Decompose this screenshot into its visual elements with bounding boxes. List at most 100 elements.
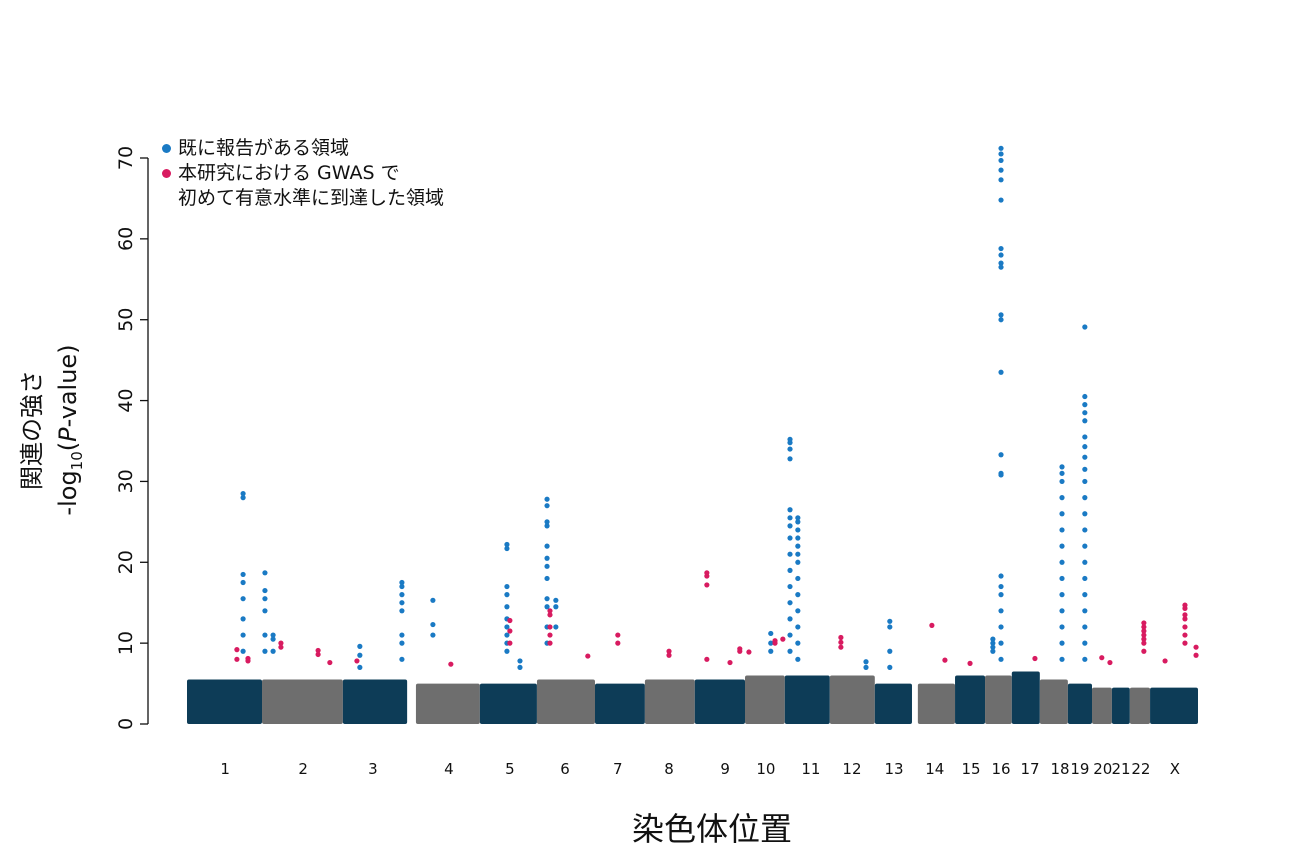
snp-point	[544, 604, 550, 610]
snp-point	[544, 496, 550, 502]
snp-point	[1082, 444, 1088, 450]
snp-point	[787, 648, 793, 654]
chromosome-band	[644, 679, 695, 724]
snp-point	[1182, 624, 1188, 630]
snp-point	[262, 632, 268, 638]
y-tick-label: 40	[115, 388, 137, 412]
snp-point	[262, 587, 268, 594]
snp-point	[998, 369, 1004, 375]
snp-point	[262, 570, 268, 576]
snp-point	[270, 648, 276, 654]
snp-point	[585, 653, 591, 659]
snp-point	[1082, 410, 1088, 416]
snp-point	[399, 640, 405, 646]
snp-point	[544, 543, 550, 549]
x-tick-label: 21	[1111, 760, 1130, 778]
snp-point	[768, 630, 774, 637]
snp-point	[795, 527, 801, 533]
snp-point	[1082, 466, 1088, 472]
snp-point	[615, 632, 621, 638]
snp-point	[795, 559, 801, 565]
snp-point	[998, 608, 1004, 614]
x-tick-label: 6	[560, 760, 570, 778]
chromosome-band	[1067, 683, 1093, 724]
snp-point	[240, 579, 246, 586]
snp-point	[795, 551, 801, 557]
x-tick-label: 14	[925, 760, 944, 778]
snp-point	[399, 583, 405, 590]
snp-point	[1059, 543, 1065, 549]
snp-point	[544, 563, 550, 569]
snp-point	[998, 312, 1004, 318]
snp-point	[795, 519, 801, 525]
snp-point	[998, 260, 1004, 266]
snp-point	[357, 664, 363, 671]
y-axis-title-2: -log10(P-value)	[54, 344, 86, 515]
snp-point	[666, 652, 672, 658]
x-tick-label: 3	[368, 760, 378, 778]
snp-point	[1082, 454, 1088, 460]
snp-point	[990, 644, 996, 650]
snp-point	[1182, 632, 1188, 638]
chromosome-band	[479, 683, 537, 724]
x-tick-label: 9	[720, 760, 730, 778]
snp-point	[1059, 527, 1065, 533]
snp-point	[787, 440, 793, 446]
snp-point	[787, 567, 793, 573]
x-tick-label: 10	[756, 760, 775, 778]
x-tick-label: 8	[664, 760, 674, 778]
snp-point	[838, 634, 844, 641]
snp-point	[327, 659, 333, 666]
snp-point	[998, 252, 1004, 258]
snp-point	[240, 495, 246, 501]
snp-point	[399, 579, 405, 586]
snp-point	[998, 624, 1004, 630]
snp-point	[998, 573, 1004, 579]
snp-point	[998, 640, 1004, 646]
y-tick-label: 60	[115, 227, 137, 251]
x-tick-label: 16	[991, 760, 1010, 778]
chromosome-band	[187, 679, 263, 724]
snp-point	[240, 571, 246, 578]
snp-point	[517, 658, 523, 664]
snp-point	[504, 632, 510, 638]
snp-point	[547, 624, 553, 630]
y-label-sub: 10	[68, 451, 86, 470]
snp-point	[399, 656, 405, 662]
snp-point	[768, 648, 774, 654]
snp-point	[795, 608, 801, 614]
snp-point	[357, 652, 363, 658]
snp-point	[270, 636, 276, 642]
snp-point	[704, 582, 710, 588]
chromosome-band	[1150, 687, 1198, 724]
snp-point	[399, 632, 405, 638]
snp-point	[547, 612, 553, 618]
snp-point	[1141, 620, 1147, 626]
x-tick-label: X	[1170, 760, 1180, 778]
snp-point	[553, 597, 559, 603]
y-tick-label: 20	[115, 550, 137, 574]
chromosome-band	[262, 679, 343, 724]
snp-point	[1193, 644, 1199, 650]
chromosome-band	[415, 683, 480, 724]
snp-point	[1082, 592, 1088, 598]
snp-point	[998, 472, 1004, 478]
snp-point	[998, 157, 1004, 164]
chromosome-band	[342, 679, 408, 724]
snp-point	[787, 523, 793, 529]
snp-point	[234, 647, 240, 653]
snp-point	[315, 647, 321, 654]
x-tick-label: 7	[613, 760, 623, 778]
snp-point	[1082, 624, 1088, 630]
snp-point	[887, 664, 893, 671]
snp-point	[430, 632, 436, 638]
snp-point	[887, 648, 893, 654]
y-tick-label: 10	[115, 631, 137, 655]
snp-point	[998, 656, 1004, 662]
snp-point	[1059, 592, 1065, 598]
snp-point	[1082, 393, 1088, 400]
snp-point	[737, 648, 743, 654]
snp-point	[998, 151, 1004, 157]
